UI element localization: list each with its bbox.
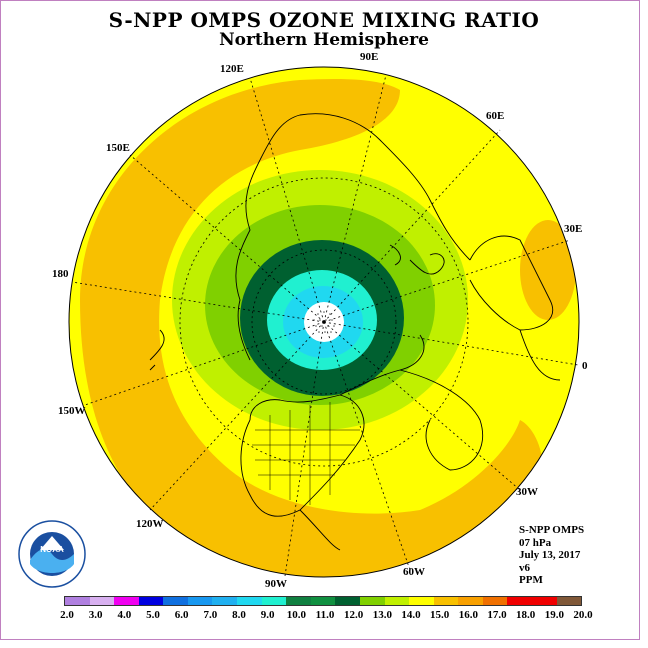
colorbar-tick-label: 16.0 bbox=[458, 609, 478, 621]
colorbar-segment bbox=[310, 597, 336, 605]
info-level: 07 hPa bbox=[519, 536, 552, 549]
coastlines bbox=[149, 113, 561, 551]
colorbar-segment bbox=[138, 597, 164, 605]
colorbar-tick-label: 19.0 bbox=[544, 609, 564, 621]
logo-text: NOAA bbox=[40, 545, 64, 554]
info-instrument: S-NPP OMPS bbox=[519, 524, 585, 536]
label-120e: 120E bbox=[220, 63, 244, 75]
colorbar-segment bbox=[163, 597, 188, 605]
colorbar-segment bbox=[458, 597, 483, 605]
info-date: July 13, 2017 bbox=[519, 549, 581, 561]
colorbar-segment bbox=[507, 597, 532, 605]
label-90w: 90W bbox=[265, 578, 287, 590]
label-120w: 120W bbox=[136, 518, 164, 530]
latitude-circles bbox=[179, 177, 469, 467]
map-border bbox=[68, 66, 580, 578]
polar-dots bbox=[313, 311, 335, 333]
colorbar-segment bbox=[433, 597, 459, 605]
label-60w: 60W bbox=[403, 566, 425, 578]
boundaries bbox=[252, 402, 360, 505]
colorbar-segment bbox=[531, 597, 557, 605]
colorbar-segment bbox=[187, 597, 213, 605]
colorbar-segment bbox=[65, 597, 90, 605]
colorbar-segment bbox=[212, 597, 238, 605]
colorbar-tick-label: 14.0 bbox=[401, 609, 421, 621]
colorbar-tick-label: 5.0 bbox=[146, 609, 160, 621]
info-units: PPM bbox=[519, 574, 543, 586]
noaa-logo-icon: NOAA bbox=[18, 520, 86, 588]
colorbar-tick-label: 3.0 bbox=[88, 609, 103, 621]
map-title: S-NPP OMPS OZONE MIXING RATIO bbox=[108, 8, 540, 32]
colorbar-segment bbox=[89, 597, 115, 605]
colorbar-segment bbox=[556, 597, 582, 605]
colorbar-segment bbox=[359, 597, 385, 605]
colorbar-tick-label: 7.0 bbox=[203, 609, 218, 621]
outer-orange-band bbox=[80, 79, 543, 577]
colorbar-segment bbox=[335, 597, 360, 605]
colorbar-tick-label: 15.0 bbox=[430, 609, 450, 621]
colorbar-tick-label: 17.0 bbox=[487, 609, 507, 621]
colorbar-tick-label: 12.0 bbox=[344, 609, 364, 621]
label-150e: 150E bbox=[106, 142, 130, 154]
colorbar-tick-label: 10.0 bbox=[286, 609, 306, 621]
colorbar-tick-label: 4.0 bbox=[117, 609, 132, 621]
colorbar-segment bbox=[114, 597, 139, 605]
info-version: v6 bbox=[519, 561, 530, 574]
colorbar-tick-label: 11.0 bbox=[315, 609, 335, 621]
colorbar-segment bbox=[261, 597, 287, 605]
colorbar-segment bbox=[237, 597, 262, 605]
meridians bbox=[71, 74, 579, 577]
colorbar-tick-label: 8.0 bbox=[232, 609, 246, 621]
colorbar-segment bbox=[482, 597, 508, 605]
label-150w: 150W bbox=[58, 405, 86, 417]
map-subtitle: Northern Hemisphere bbox=[219, 30, 429, 50]
colorbar-tick-label: 18.0 bbox=[516, 609, 536, 621]
colorbar-tick-label: 20.0 bbox=[573, 609, 593, 621]
label-90e: 90E bbox=[360, 51, 379, 63]
label-30e: 30E bbox=[564, 223, 583, 235]
label-0: 0 bbox=[582, 360, 588, 372]
colorbar-segment bbox=[384, 597, 410, 605]
info-block: S-NPP OMPS 07 hPa July 13, 2017 v6 PPM bbox=[519, 524, 584, 587]
colorbar-tick-label: 13.0 bbox=[372, 609, 392, 621]
colorbar-tick-label: 6.0 bbox=[174, 609, 189, 621]
colorbar-segment bbox=[286, 597, 311, 605]
colorbar bbox=[64, 596, 582, 606]
colorbar-tick-label: 2.0 bbox=[60, 609, 74, 621]
label-60e: 60E bbox=[486, 110, 505, 122]
colorbar-segment bbox=[409, 597, 434, 605]
colorbar-tick-label: 9.0 bbox=[260, 609, 275, 621]
figure-frame bbox=[0, 0, 640, 640]
east-orange-patch bbox=[520, 220, 576, 320]
label-30w: 30W bbox=[516, 486, 538, 498]
label-180: 180 bbox=[52, 268, 69, 280]
